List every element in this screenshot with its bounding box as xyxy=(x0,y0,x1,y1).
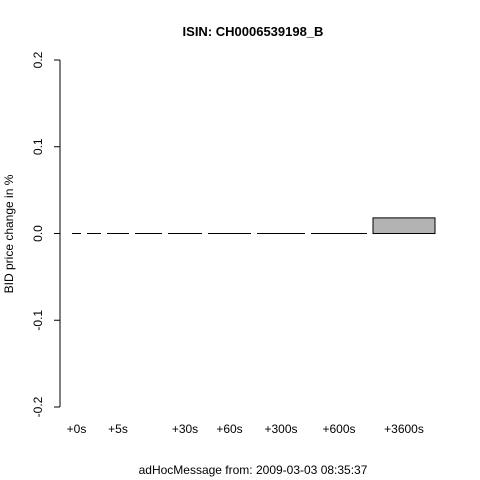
x-tick-label: +60s xyxy=(216,422,242,436)
y-tick-label: 0.0 xyxy=(31,225,45,242)
x-tick-label: +300s xyxy=(264,422,297,436)
y-tick-label: 0.2 xyxy=(31,51,45,68)
x-tick-label: +5s xyxy=(108,422,128,436)
y-tick-label: -0.2 xyxy=(31,396,45,417)
bars xyxy=(72,217,436,234)
x-tick-label: +0s xyxy=(67,422,87,436)
chart-title: ISIN: CH0006539198_B xyxy=(183,24,324,39)
x-tick-label: +3600s xyxy=(384,422,424,436)
x-tick-labels: +0s +5s +30s +60s +300s +600s +3600s xyxy=(67,422,424,436)
y-axis-ticks: -0.2 -0.1 0.0 0.1 0.2 xyxy=(31,51,60,417)
x-tick-label: +30s xyxy=(172,422,198,436)
y-tick-label: -0.1 xyxy=(31,310,45,331)
y-tick-label: 0.1 xyxy=(31,138,45,155)
y-axis-label: BID price change in % xyxy=(2,174,16,293)
bar xyxy=(372,217,436,234)
x-axis-label: adHocMessage from: 2009-03-03 08:35:37 xyxy=(139,463,368,477)
x-tick-label: +600s xyxy=(322,422,355,436)
